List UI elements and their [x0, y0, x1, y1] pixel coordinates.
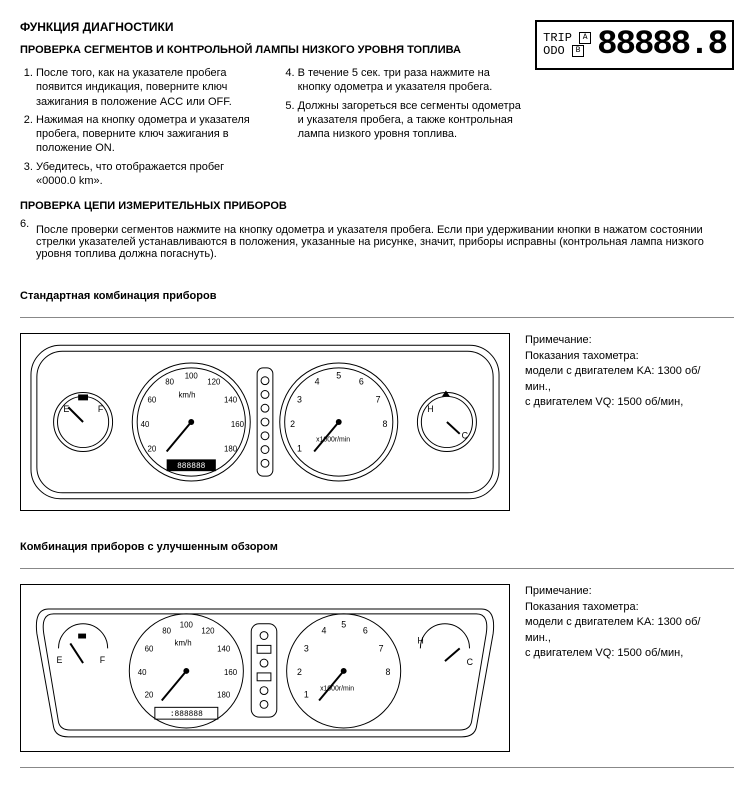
subtitle-2: ПРОВЕРКА ЦЕПИ ИЗМЕРИТЕЛЬНЫХ ПРИБОРОВ	[20, 200, 734, 212]
section-6: ПРОВЕРКА ЦЕПИ ИЗМЕРИТЕЛЬНЫХ ПРИБОРОВ 6. …	[20, 200, 734, 260]
instructions-block: ФУНКЦИЯ ДИАГНОСТИКИ ПРОВЕРКА СЕГМЕНТОВ И…	[20, 20, 525, 192]
svg-text:80: 80	[162, 627, 171, 636]
svg-text:180: 180	[217, 691, 231, 700]
box-a: A	[579, 32, 591, 44]
svg-text:100: 100	[180, 621, 194, 630]
cluster2-note: Примечание: Показания тахометра: модели …	[525, 584, 725, 661]
lcd-digits: 88888.8	[597, 26, 726, 64]
step-5: Должны загореться все сегменты одометра …	[298, 99, 526, 142]
svg-text:888888: 888888	[177, 463, 206, 472]
subtitle-1: ПРОВЕРКА СЕГМЕНТОВ И КОНТРОЛЬНОЙ ЛАМПЫ Н…	[20, 44, 525, 56]
svg-text:7: 7	[376, 395, 381, 405]
divider-3	[20, 767, 734, 768]
lcd-labels: TRIP A ODO B	[543, 32, 591, 59]
svg-text:5: 5	[341, 620, 346, 630]
steps-right: В течение 5 сек. три раза нажмите на кно…	[282, 66, 526, 141]
odo-label: ODO	[543, 44, 565, 58]
svg-text:x1000r/min: x1000r/min	[320, 686, 354, 693]
cluster2-diagram: E F km/h 20 40 60 80 100 120 140 160	[20, 584, 510, 752]
step-1: После того, как на указателе пробега поя…	[36, 66, 264, 109]
svg-text:H: H	[427, 405, 433, 415]
svg-text:4: 4	[322, 626, 327, 636]
svg-text:180: 180	[224, 445, 238, 454]
svg-text:140: 140	[217, 645, 231, 654]
steps-left: После того, как на указателе пробега поя…	[20, 66, 264, 188]
divider-1	[20, 317, 734, 318]
note2-l3: с двигателем VQ: 1500 об/мин,	[525, 646, 725, 661]
cluster-1-section: Стандартная комбинация приборов E F km/h	[20, 290, 734, 511]
svg-text:F: F	[100, 655, 106, 665]
note1-title: Примечание:	[525, 333, 725, 348]
svg-text:5: 5	[336, 371, 341, 381]
svg-text:1: 1	[297, 444, 302, 454]
svg-text:2: 2	[290, 419, 295, 429]
svg-text:8: 8	[385, 667, 390, 677]
step-3: Убедитесь, что отображается пробег «0000…	[36, 160, 264, 189]
svg-text:4: 4	[315, 377, 320, 387]
svg-text:3: 3	[297, 395, 302, 405]
note1-l3: с двигателем VQ: 1500 об/мин,	[525, 395, 725, 410]
step-2: Нажимая на кнопку одометра и указателя п…	[36, 113, 264, 156]
cluster1-diagram: E F km/h 20 40 60 80 100 120 140 160	[20, 333, 510, 511]
svg-text:160: 160	[224, 668, 238, 677]
note2-title: Примечание:	[525, 584, 725, 599]
svg-text:E: E	[57, 655, 63, 665]
svg-text:80: 80	[165, 378, 174, 387]
svg-text:C: C	[462, 431, 469, 441]
svg-text:3: 3	[304, 644, 309, 654]
page-title: ФУНКЦИЯ ДИАГНОСТИКИ	[20, 20, 525, 34]
note2-l1: Показания тахометра:	[525, 600, 725, 615]
cluster1-caption: Стандартная комбинация приборов	[20, 290, 734, 302]
note1-l1: Показания тахометра:	[525, 349, 725, 364]
svg-text:2: 2	[297, 667, 302, 677]
step-4: В течение 5 сек. три раза нажмите на кно…	[298, 66, 526, 95]
svg-text:F: F	[98, 405, 104, 415]
svg-text:H: H	[417, 636, 423, 646]
svg-text:40: 40	[141, 420, 150, 429]
step6-num: 6.	[20, 218, 36, 260]
svg-text:6: 6	[363, 626, 368, 636]
svg-text:140: 140	[224, 396, 238, 405]
step-6: После проверки сегментов нажмите на кноп…	[36, 224, 734, 260]
svg-text:100: 100	[185, 372, 199, 381]
note1-l2: модели с двигателем KA: 1300 об/мин.,	[525, 364, 725, 395]
svg-text:40: 40	[138, 668, 147, 677]
cluster2-caption: Комбинация приборов с улучшенным обзором	[20, 541, 734, 553]
svg-text:160: 160	[231, 420, 245, 429]
svg-text:6: 6	[359, 377, 364, 387]
trip-label: TRIP	[543, 31, 572, 45]
svg-text:7: 7	[379, 644, 384, 654]
svg-text:km/h: km/h	[178, 391, 195, 400]
svg-text:8: 8	[383, 419, 388, 429]
svg-text:km/h: km/h	[175, 639, 192, 648]
box-b: B	[572, 45, 584, 57]
svg-text:60: 60	[145, 645, 154, 654]
svg-text:C: C	[467, 657, 474, 667]
svg-text:120: 120	[207, 378, 221, 387]
cluster1-note: Примечание: Показания тахометра: модели …	[525, 333, 725, 410]
svg-text:E: E	[63, 405, 69, 415]
svg-text:20: 20	[148, 445, 157, 454]
divider-2	[20, 568, 734, 569]
svg-text:1: 1	[304, 690, 309, 700]
lcd-display: TRIP A ODO B 88888.8	[535, 20, 734, 70]
note2-l2: модели с двигателем KA: 1300 об/мин.,	[525, 615, 725, 646]
svg-text:60: 60	[148, 396, 157, 405]
cluster-2-section: Комбинация приборов с улучшенным обзором…	[20, 541, 734, 768]
svg-text:20: 20	[145, 691, 154, 700]
svg-text:120: 120	[201, 627, 215, 636]
svg-text::888888: :888888	[170, 711, 203, 720]
